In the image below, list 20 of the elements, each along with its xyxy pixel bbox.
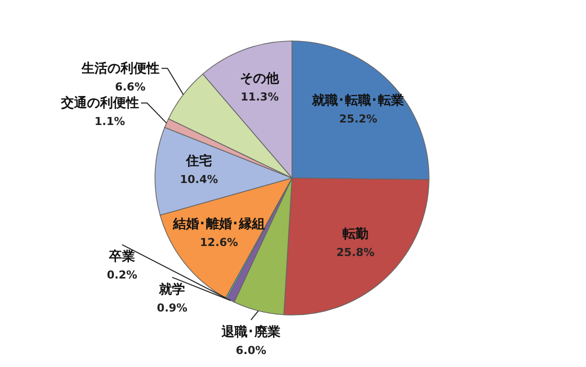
- data-label: 25.2%: [339, 112, 378, 126]
- data-label: 0.2%: [106, 268, 138, 282]
- slice-label: 転勤: [342, 227, 369, 242]
- slice-label: 結婚･離婚･縁組: [172, 216, 265, 232]
- slice-label: 就学: [158, 281, 186, 298]
- data-label: 0.9%: [156, 301, 188, 314]
- slice-label: 交通の利便性: [60, 95, 140, 112]
- data-label: 6.0%: [236, 344, 266, 357]
- slice-label: 生活の利便性: [80, 60, 160, 76]
- data-label: 11.3%: [240, 90, 279, 104]
- slice-label: その他: [240, 72, 280, 87]
- data-label: 10.4%: [180, 173, 218, 186]
- slice-label: 退職･廃業: [220, 324, 281, 340]
- data-label: 12.6%: [200, 236, 238, 249]
- data-label: 1.1%: [94, 115, 126, 128]
- slice-label: 卒業: [108, 248, 136, 265]
- slice-label: 住宅: [184, 153, 212, 170]
- data-label: 6.6%: [114, 80, 146, 94]
- slice-label: 就職･転職･転業: [311, 92, 404, 108]
- data-label: 25.8%: [336, 246, 375, 260]
